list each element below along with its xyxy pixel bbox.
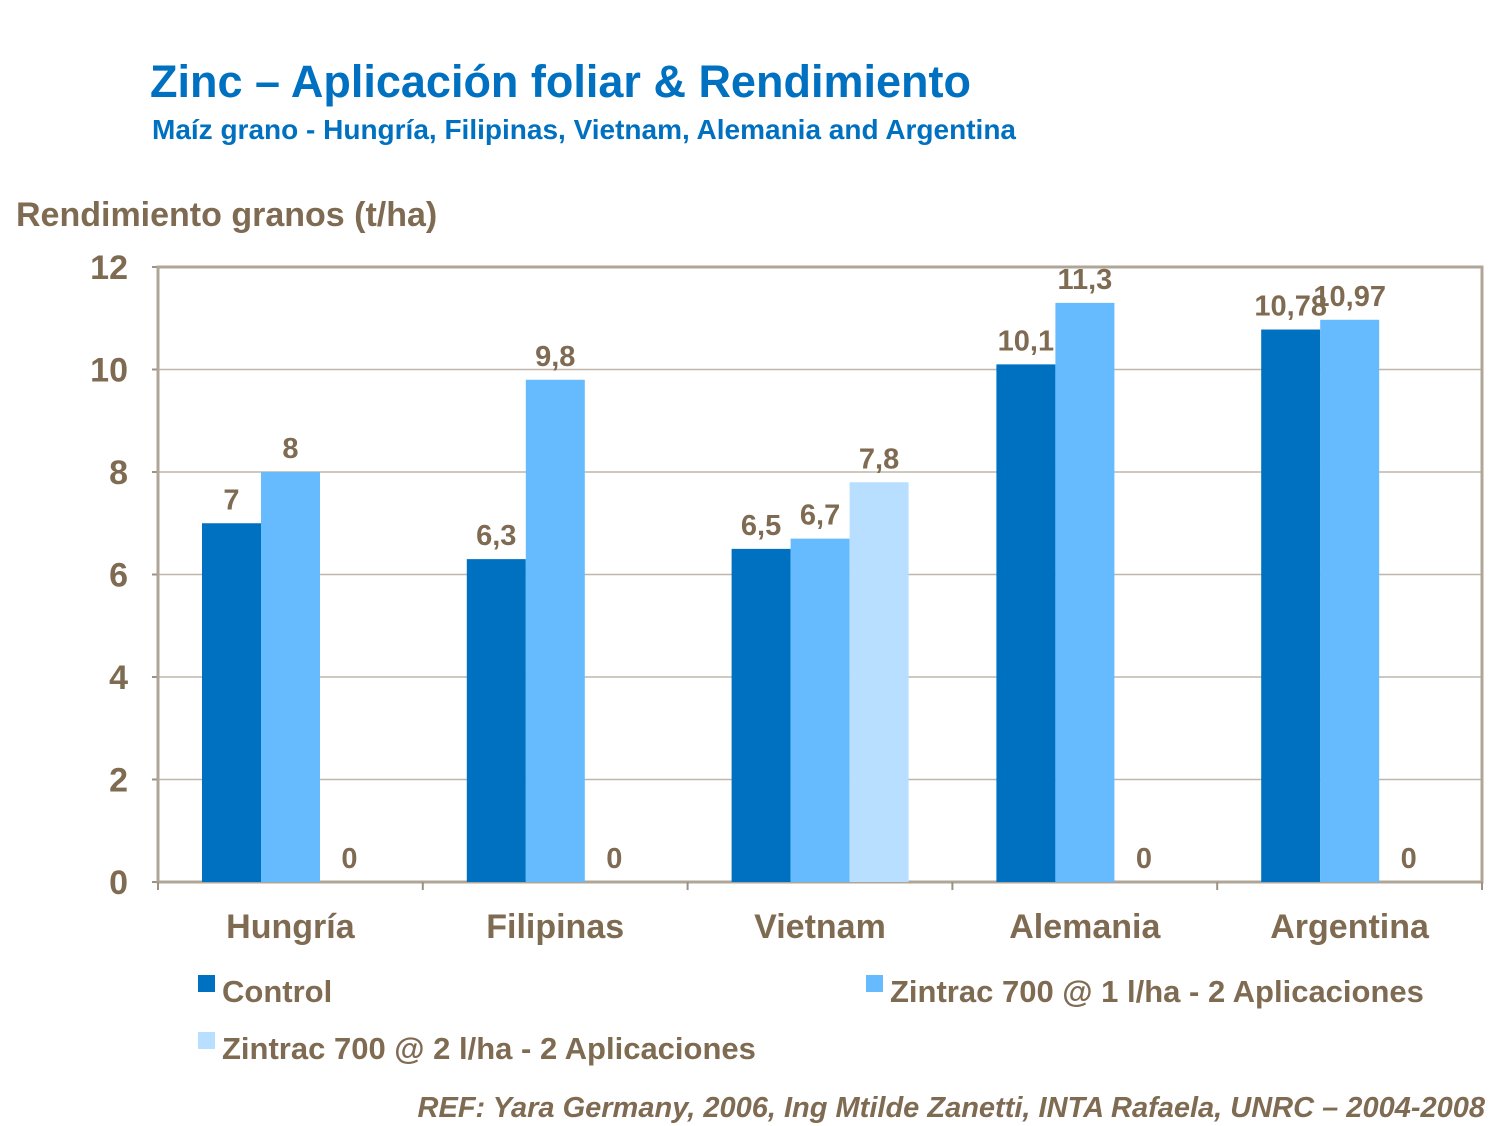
legend-label: Zintrac 700 @ 1 l/ha - 2 Aplicaciones	[890, 974, 1424, 1009]
data-label: 0	[1136, 843, 1152, 875]
bar-0	[731, 548, 791, 882]
bar-1	[790, 538, 850, 882]
data-label: 9,8	[535, 341, 575, 373]
y-axis-label: Rendimiento granos (t/ha)	[16, 196, 438, 234]
bar-0	[996, 364, 1056, 882]
data-label: 6,5	[741, 510, 781, 542]
data-label: 7,8	[859, 443, 899, 475]
bar-0	[1261, 329, 1321, 882]
bar-0	[202, 523, 261, 882]
y-tick-label: 4	[109, 659, 128, 697]
reference-note: REF: Yara Germany, 2006, Ing Mtilde Zane…	[417, 1092, 1485, 1124]
data-label: 7	[223, 484, 239, 516]
legend-swatch	[198, 1032, 215, 1049]
data-label: 8	[282, 433, 298, 465]
bar-1	[261, 472, 320, 882]
data-label: 10,78	[1254, 291, 1327, 323]
y-tick-label: 6	[109, 557, 128, 595]
data-label: 6,3	[476, 520, 516, 552]
y-tick-label: 10	[90, 352, 128, 390]
legend-label: Control	[222, 974, 332, 1009]
bar-1	[1055, 302, 1115, 882]
data-label: 11,3	[1057, 264, 1112, 296]
data-label: 10,97	[1313, 281, 1386, 313]
bar-1	[525, 379, 585, 882]
bar-0	[466, 559, 526, 882]
y-tick-label: 0	[109, 864, 128, 902]
legend-swatch	[866, 975, 883, 992]
chart-title: Zinc – Aplicación foliar & Rendimiento	[150, 56, 971, 107]
chart-subtitle: Maíz grano - Hungría, Filipinas, Vietnam…	[152, 114, 1016, 145]
data-label: 0	[341, 843, 357, 875]
data-label: 10,1	[998, 325, 1054, 357]
y-tick-label: 12	[90, 249, 128, 287]
x-tick-label: Hungría	[226, 908, 356, 946]
data-label: 6,7	[800, 500, 840, 532]
bar-2	[849, 482, 909, 882]
x-tick-label: Argentina	[1270, 908, 1430, 946]
x-tick-label: Vietnam	[754, 908, 886, 946]
legend-label: Zintrac 700 @ 2 l/ha - 2 Aplicaciones	[222, 1031, 756, 1066]
data-label: 0	[1401, 843, 1417, 875]
y-tick-label: 8	[109, 454, 128, 492]
x-tick-label: Filipinas	[486, 908, 624, 946]
data-label: 0	[606, 843, 622, 875]
y-tick-label: 2	[109, 762, 128, 800]
x-tick-label: Alemania	[1009, 908, 1161, 946]
legend-swatch	[198, 975, 215, 992]
bar-1	[1320, 319, 1380, 883]
